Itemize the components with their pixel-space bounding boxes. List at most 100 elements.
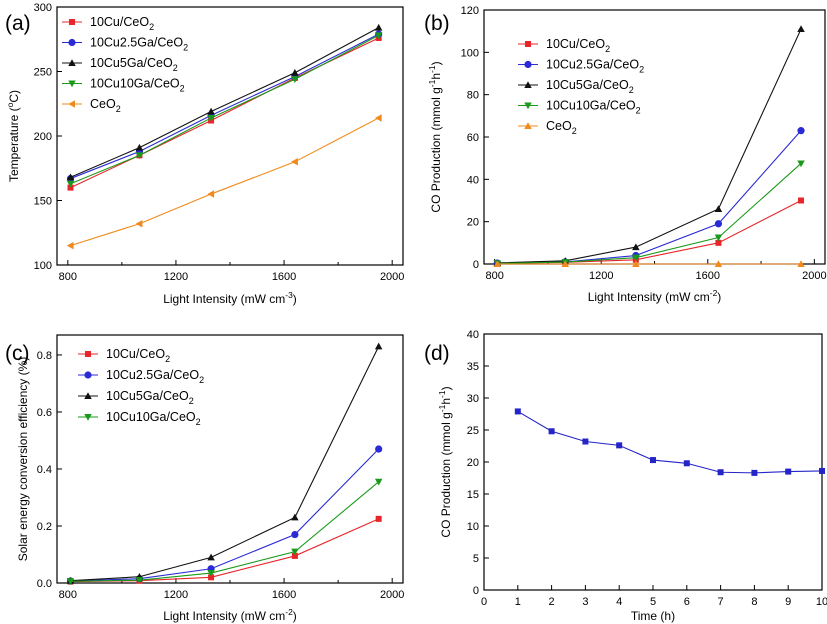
data-point: [582, 438, 589, 445]
data-point: [208, 574, 215, 581]
data-point: [291, 552, 298, 559]
data-point: [714, 205, 723, 212]
y-tick-label: 0.6: [37, 407, 52, 419]
x-tick-label: 800: [485, 270, 503, 282]
x-tick-label: 800: [59, 271, 77, 283]
legend-marker: [524, 81, 532, 88]
x-tick-label: 9: [785, 596, 791, 608]
data-point: [291, 69, 299, 76]
x-tick-label: 1600: [272, 589, 296, 601]
legend-entry: 10Cu2.5Ga/CeO2: [106, 368, 204, 385]
data-point: [374, 114, 382, 122]
series-line: [70, 518, 379, 583]
legend-marker: [84, 392, 92, 399]
panel-label: (c): [5, 342, 30, 365]
panel-label: (b): [424, 12, 450, 35]
legend-entry: 10Cu/CeO2: [90, 15, 154, 32]
legend-entry: 10Cu2.5Ga/CeO2: [90, 36, 188, 53]
data-point: [632, 260, 640, 267]
x-tick-label: 1200: [164, 271, 188, 283]
x-tick-label: 1600: [696, 270, 720, 282]
legend-entry: 10Cu10Ga/CeO2: [106, 410, 201, 427]
x-tick-label: 800: [59, 589, 77, 601]
x-tick-label: 7: [718, 596, 724, 608]
data-point: [717, 469, 724, 476]
legend-marker: [84, 371, 92, 379]
x-axis-title: Light Intensity (mW cm-2): [588, 288, 722, 304]
data-point: [548, 428, 555, 435]
data-point: [493, 260, 502, 267]
y-tick-label: 35: [467, 361, 479, 373]
data-point: [374, 478, 383, 486]
data-point: [291, 76, 299, 83]
data-point: [797, 127, 805, 135]
series-line: [70, 448, 380, 582]
legend-entry: 10Cu/CeO2: [546, 37, 610, 54]
x-tick-label: 8: [751, 596, 757, 608]
data-point: [207, 114, 215, 122]
x-tick-label: 6: [684, 596, 690, 608]
data-point: [66, 241, 74, 250]
x-tick-label: 10: [816, 596, 827, 608]
y-tick-label: 100: [34, 260, 52, 272]
data-point: [797, 260, 805, 267]
data-point: [135, 152, 144, 160]
data-point: [714, 234, 723, 242]
x-tick-label: 2: [549, 596, 555, 608]
data-point: [819, 467, 825, 474]
x-axis-title: Light Intensity (mW cm-2): [163, 607, 297, 623]
data-point: [797, 25, 805, 33]
y-tick-label: 30: [467, 393, 479, 405]
data-point: [207, 553, 215, 561]
series-line: [497, 28, 802, 264]
data-point: [291, 513, 299, 521]
data-point: [66, 180, 75, 188]
data-point: [207, 570, 215, 577]
y-axis-title: CO Production (mmol g-1h-1): [427, 61, 443, 212]
x-tick-label: 4: [616, 596, 622, 608]
data-point: [135, 143, 144, 151]
legend-marker: [68, 80, 76, 88]
x-axis-title: Time (h): [631, 609, 675, 623]
data-point: [207, 107, 215, 115]
y-tick-label: 5: [473, 553, 479, 565]
data-point: [135, 219, 143, 228]
legend-entry: 10Cu10Ga/CeO2: [90, 77, 185, 94]
legend-entry: CeO2: [546, 119, 577, 136]
data-point: [66, 173, 75, 181]
data-point: [616, 442, 623, 449]
x-tick-label: 1600: [272, 271, 296, 283]
chart-panel-c: 800 1200 1600 2000 0.0 0.2 0.4 0.6 0.8 (c) Light I…: [5, 334, 404, 623]
panel-label: (d): [424, 342, 450, 365]
data-point: [291, 548, 299, 556]
series-line: [517, 410, 823, 474]
legend-entry: 10Cu5Ga/CeO2: [106, 389, 194, 406]
data-point: [561, 260, 570, 267]
x-tick-label: 2000: [380, 271, 404, 283]
y-tick-label: 0.4: [37, 464, 52, 476]
data-point: [374, 23, 383, 31]
y-tick-label: 300: [34, 2, 52, 14]
x-axis-title: Light Intensity (mW cm-3): [163, 290, 297, 306]
legend-marker: [524, 122, 532, 129]
y-axis-title: CO Production (mmol g-1h-1): [437, 386, 453, 537]
y-tick-label: 60: [467, 132, 479, 144]
y-axis-title: Solar energy conversion efficiency (%): [16, 357, 30, 562]
data-point: [66, 578, 75, 586]
plot-frame: [483, 9, 826, 265]
chart-panel-a: 800 1200 1600 2000 100 150 200 250 300(a) Light I…: [5, 2, 404, 306]
legend-entry: 10Cu5Ga/CeO2: [546, 78, 634, 95]
y-tick-label: 20: [467, 457, 479, 469]
data-point: [751, 469, 758, 476]
y-tick-label: 10: [467, 521, 479, 533]
legend-entry: 10Cu2.5Ga/CeO2: [546, 58, 644, 75]
x-tick-label: 1200: [589, 270, 613, 282]
series-line: [70, 117, 379, 247]
y-tick-label: 0: [473, 259, 479, 271]
y-tick-label: 0: [473, 585, 479, 597]
data-point: [375, 445, 383, 453]
y-tick-label: 120: [461, 5, 479, 17]
y-tick-label: 250: [34, 67, 52, 79]
data-point: [374, 32, 383, 40]
